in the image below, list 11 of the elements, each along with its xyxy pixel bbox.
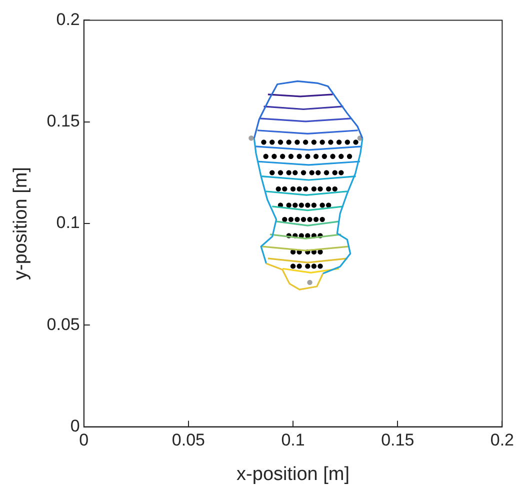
y-tick-label: 0.2: [56, 10, 80, 29]
x-tick-label: 0.15: [381, 430, 414, 450]
y-tick-label: 0.1: [56, 213, 80, 232]
x-tick-label: 0.05: [172, 430, 206, 450]
y-tick-label: 0.05: [46, 314, 80, 334]
x-axis-title: x-position [m]: [236, 464, 350, 485]
x-tick-label: 0.2: [490, 430, 514, 450]
y-axis-title: y-position [m]: [10, 167, 32, 280]
y-tick-label: 0.15: [46, 112, 80, 131]
x-tick-label: 0.1: [281, 430, 305, 450]
y-tick-label: 0: [70, 416, 80, 436]
